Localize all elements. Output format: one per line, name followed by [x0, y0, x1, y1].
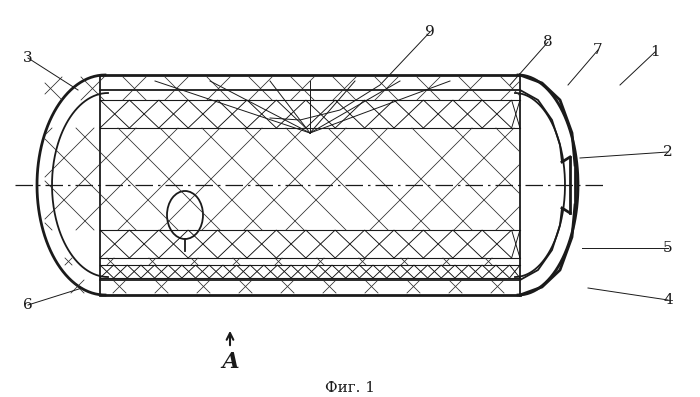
Text: 2: 2	[663, 145, 673, 159]
Text: 6: 6	[23, 298, 33, 312]
Text: 5: 5	[663, 241, 673, 255]
Text: 3: 3	[23, 51, 33, 65]
Text: 9: 9	[425, 25, 435, 39]
Text: 8: 8	[543, 35, 553, 49]
Text: 7: 7	[593, 43, 603, 57]
Text: Фиг. 1: Фиг. 1	[325, 381, 375, 395]
Text: 4: 4	[663, 293, 673, 307]
Text: А: А	[221, 351, 239, 373]
Text: 1: 1	[650, 45, 660, 59]
